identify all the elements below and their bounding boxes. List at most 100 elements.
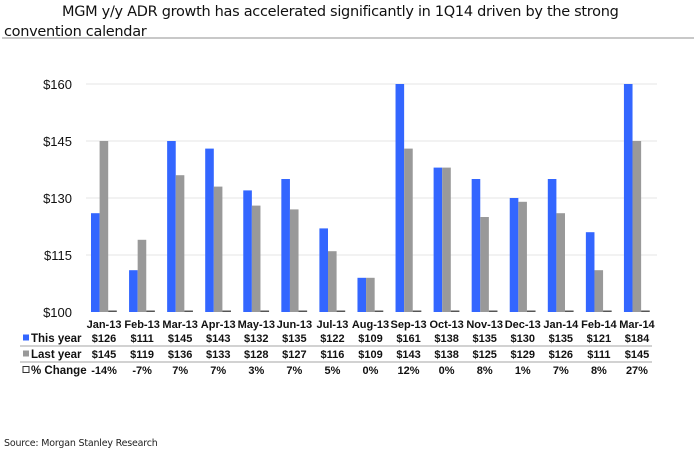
bar-pct-change bbox=[450, 310, 460, 312]
x-tick-label: Jun-13 bbox=[277, 319, 312, 331]
bar-last-year bbox=[137, 239, 147, 312]
bar-pct-change bbox=[260, 310, 270, 312]
x-tick-label: Aug-13 bbox=[352, 319, 389, 331]
bar-last-year bbox=[99, 141, 109, 312]
bar-this-year bbox=[243, 190, 252, 312]
bar-last-year bbox=[556, 213, 565, 312]
table-cell: $111 bbox=[130, 333, 153, 345]
table-cell: $136 bbox=[168, 349, 192, 361]
bar-this-year bbox=[357, 277, 367, 312]
table-cell: 3% bbox=[248, 365, 264, 377]
bar-this-year bbox=[319, 228, 328, 312]
x-tick-label: Feb-13 bbox=[124, 319, 159, 331]
table-cell: $119 bbox=[130, 349, 154, 361]
table-cell: $121 bbox=[587, 333, 611, 345]
table-cell: $145 bbox=[92, 349, 116, 361]
x-tick-label: Jul-13 bbox=[317, 319, 349, 331]
bar-this-year bbox=[547, 179, 557, 312]
bar-this-year bbox=[433, 167, 443, 312]
x-tick-label: Nov-13 bbox=[466, 319, 503, 331]
table-cell: $184 bbox=[625, 333, 650, 345]
table-cell: $161 bbox=[396, 333, 420, 345]
y-tick-label: $115 bbox=[44, 248, 72, 263]
bar-this-year bbox=[623, 84, 633, 312]
y-tick-label: $145 bbox=[43, 134, 72, 149]
bar-this-year bbox=[91, 213, 100, 312]
bar-pct-change bbox=[488, 310, 498, 312]
table-cell: 27% bbox=[626, 365, 648, 377]
table-cell: 7% bbox=[553, 365, 569, 377]
bar-pct-change bbox=[298, 310, 308, 312]
table-cell: 8% bbox=[477, 365, 493, 377]
bar-last-year bbox=[175, 175, 185, 312]
legend-marker-icon bbox=[23, 350, 29, 357]
bar-last-year bbox=[442, 167, 451, 312]
table-cell: 7% bbox=[210, 365, 226, 377]
bar-pct-change bbox=[222, 310, 231, 312]
table-cell: $138 bbox=[434, 333, 458, 345]
table-cell: $125 bbox=[472, 349, 496, 361]
bar-this-year bbox=[205, 148, 214, 312]
x-tick-label: Mar-14 bbox=[619, 319, 655, 331]
table-cell: 5% bbox=[324, 365, 340, 377]
bar-this-year bbox=[585, 232, 595, 312]
y-tick-label: $160 bbox=[43, 77, 72, 92]
bar-pct-change bbox=[526, 310, 536, 312]
table-cell: $143 bbox=[206, 333, 230, 345]
x-tick-label: Jan-13 bbox=[87, 319, 122, 331]
table-cell: $127 bbox=[282, 349, 306, 361]
x-tick-label: Sep-13 bbox=[391, 319, 427, 331]
table-cell: 0% bbox=[439, 365, 455, 377]
title-divider bbox=[2, 37, 694, 39]
table-cell: 0% bbox=[363, 365, 379, 377]
bar-last-year bbox=[213, 186, 223, 312]
bar-pct-change bbox=[374, 310, 384, 312]
legend-label: This year bbox=[31, 333, 82, 345]
bar-chart: $100 $115 $130 $145 $160 Jan-13 $126 $145 -14% F… bbox=[20, 77, 657, 377]
table-cell: $111 bbox=[587, 349, 610, 361]
bar-this-year bbox=[281, 179, 290, 312]
bar-this-year bbox=[129, 270, 138, 312]
table-cell: 12% bbox=[398, 365, 420, 377]
bar-pct-change bbox=[565, 310, 574, 312]
table-cell: $145 bbox=[168, 333, 192, 345]
table-cell: $133 bbox=[206, 349, 230, 361]
table-cell: $138 bbox=[434, 349, 458, 361]
x-tick-label: Mar-13 bbox=[162, 319, 197, 331]
bar-pct-change bbox=[146, 310, 155, 312]
bar-pct-change bbox=[641, 310, 650, 312]
table-cell: 7% bbox=[172, 365, 188, 377]
legend-label: Last year bbox=[31, 349, 82, 361]
table-cell: 1% bbox=[515, 365, 531, 377]
bar-last-year bbox=[518, 201, 527, 312]
table-cell: $128 bbox=[244, 349, 268, 361]
bar-pct-change bbox=[603, 310, 612, 312]
bar-this-year bbox=[167, 141, 176, 312]
bar-last-year bbox=[404, 148, 413, 312]
bar-this-year bbox=[509, 198, 519, 312]
source-note: Source: Morgan Stanley Research bbox=[4, 438, 158, 449]
legend-marker-icon bbox=[23, 334, 29, 341]
bar-last-year bbox=[632, 141, 642, 312]
table-cell: $109 bbox=[358, 333, 382, 345]
data-table: Jan-13 $126 $145 -14% Feb-13 $111 $119 -7% Mar-1… bbox=[20, 319, 656, 377]
bars bbox=[91, 84, 650, 312]
y-tick-label: $130 bbox=[43, 191, 72, 206]
table-cell: $135 bbox=[472, 333, 496, 345]
y-axis: $100 $115 $130 $145 $160 bbox=[43, 77, 72, 320]
table-cell: $143 bbox=[396, 349, 420, 361]
bar-last-year bbox=[328, 251, 337, 312]
x-tick-label: Jan-14 bbox=[543, 319, 579, 331]
table-cell: $129 bbox=[511, 349, 535, 361]
table-cell: 7% bbox=[286, 365, 302, 377]
legend-label: % Change bbox=[31, 365, 87, 377]
table-cell: $126 bbox=[549, 349, 573, 361]
bar-last-year bbox=[289, 209, 299, 312]
table-cell: $126 bbox=[92, 333, 116, 345]
x-tick-label: Dec-13 bbox=[505, 319, 541, 331]
y-tick-label: $100 bbox=[43, 305, 72, 320]
table-cell: $130 bbox=[511, 333, 535, 345]
bar-last-year bbox=[480, 217, 489, 312]
x-tick-label: May-13 bbox=[238, 319, 275, 331]
table-cell: $132 bbox=[244, 333, 268, 345]
